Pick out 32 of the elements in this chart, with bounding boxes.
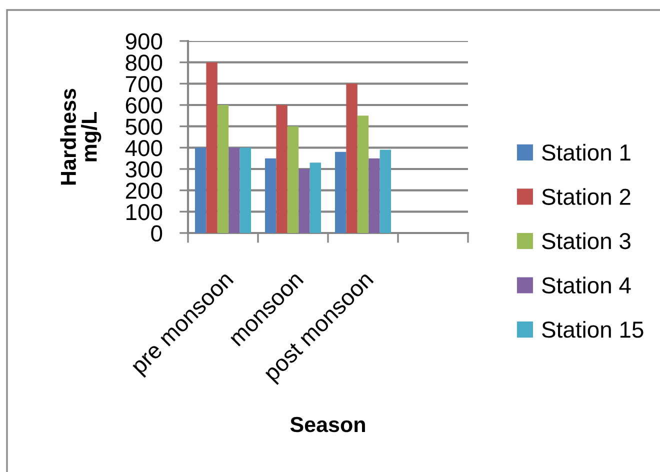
bar	[206, 62, 218, 233]
legend-label: Station 1	[542, 144, 630, 161]
bar	[287, 126, 299, 233]
bar	[217, 105, 229, 233]
bar	[346, 84, 358, 233]
legend-label: Station 15	[542, 320, 644, 338]
y-tick-label: 600	[126, 97, 162, 114]
bar	[335, 152, 346, 233]
y-tick-label: 900	[126, 33, 162, 50]
bar	[195, 148, 206, 233]
legend-label: Station 3	[542, 232, 630, 250]
bar	[357, 116, 369, 233]
bar	[310, 162, 321, 233]
bar	[276, 105, 288, 233]
y-tick-label: 0	[151, 225, 162, 242]
bar	[368, 158, 380, 233]
y-axis-title: Hardness mg/L	[60, 88, 102, 185]
x-axis-title: Season	[290, 416, 365, 432]
y-tick-label: 800	[126, 54, 162, 71]
bar	[380, 150, 391, 233]
y-tick-label: 700	[126, 76, 162, 92]
legend-label: Station 4	[542, 276, 631, 294]
bar	[240, 148, 251, 233]
bar	[298, 169, 310, 233]
y-tick-label: 100	[126, 204, 162, 220]
bar	[265, 158, 276, 233]
y-tick-label: 200	[126, 182, 162, 199]
y-tick-label: 400	[125, 140, 162, 156]
legend-label: Station 2	[542, 188, 630, 205]
bar	[228, 148, 240, 233]
y-tick-label: 300	[126, 161, 162, 178]
y-tick-label: 500	[126, 118, 162, 135]
